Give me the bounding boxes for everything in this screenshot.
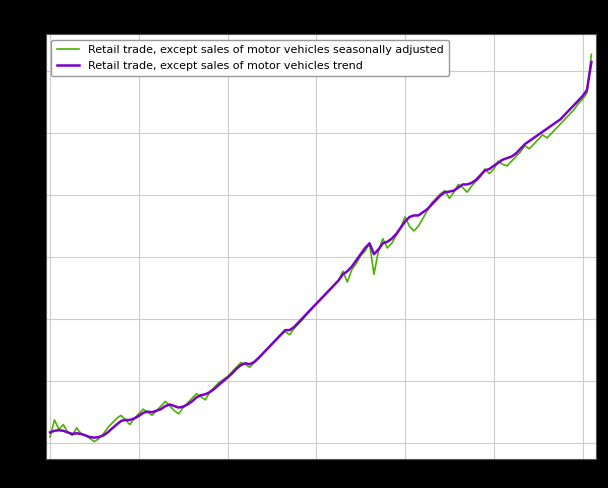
Retail trade, except sales of motor vehicles trend <box>588 59 595 65</box>
Line: Retail trade, except sales of motor vehicles trend: Retail trade, except sales of motor vehi… <box>50 62 592 438</box>
Retail trade, except sales of motor vehicles trend <box>113 422 120 427</box>
Line: Retail trade, except sales of motor vehicles seasonally adjusted: Retail trade, except sales of motor vehi… <box>50 54 592 442</box>
Retail trade, except sales of motor vehicles seasonally adjusted <box>490 166 497 172</box>
Retail trade, except sales of motor vehicles seasonally adjusted <box>588 51 595 57</box>
Retail trade, except sales of motor vehicles trend <box>77 431 85 437</box>
Retail trade, except sales of motor vehicles seasonally adjusted <box>286 332 293 338</box>
Retail trade, except sales of motor vehicles trend <box>104 429 111 435</box>
Legend: Retail trade, except sales of motor vehicles seasonally adjusted, Retail trade, : Retail trade, except sales of motor vehi… <box>51 40 449 77</box>
Retail trade, except sales of motor vehicles seasonally adjusted <box>46 434 54 440</box>
Retail trade, except sales of motor vehicles seasonally adjusted <box>77 431 85 437</box>
Retail trade, except sales of motor vehicles trend <box>91 435 98 441</box>
Retail trade, except sales of motor vehicles seasonally adjusted <box>206 389 213 395</box>
Retail trade, except sales of motor vehicles seasonally adjusted <box>104 425 111 430</box>
Retail trade, except sales of motor vehicles trend <box>206 389 213 395</box>
Retail trade, except sales of motor vehicles trend <box>490 163 497 169</box>
Retail trade, except sales of motor vehicles trend <box>46 429 54 435</box>
Retail trade, except sales of motor vehicles seasonally adjusted <box>91 439 98 445</box>
Retail trade, except sales of motor vehicles seasonally adjusted <box>113 415 120 421</box>
Retail trade, except sales of motor vehicles trend <box>286 327 293 333</box>
